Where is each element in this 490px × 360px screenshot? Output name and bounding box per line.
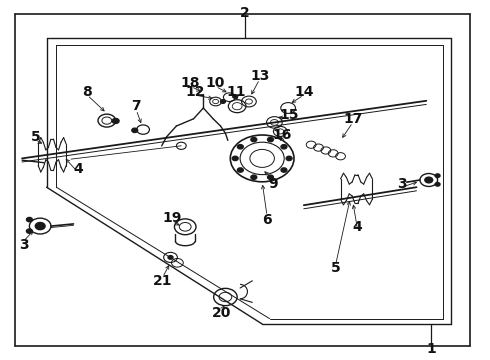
Circle shape bbox=[268, 138, 273, 142]
Circle shape bbox=[251, 138, 257, 142]
Text: 12: 12 bbox=[185, 85, 205, 99]
Text: 5: 5 bbox=[331, 261, 341, 275]
Circle shape bbox=[168, 256, 173, 259]
Circle shape bbox=[268, 175, 273, 179]
Text: 19: 19 bbox=[163, 211, 182, 225]
Circle shape bbox=[435, 183, 440, 186]
Circle shape bbox=[281, 145, 287, 149]
Circle shape bbox=[281, 168, 287, 172]
Text: 21: 21 bbox=[153, 274, 172, 288]
Circle shape bbox=[238, 145, 244, 149]
Circle shape bbox=[232, 156, 238, 161]
Text: 14: 14 bbox=[294, 85, 314, 99]
Text: 20: 20 bbox=[212, 306, 232, 320]
Circle shape bbox=[220, 100, 225, 103]
Circle shape bbox=[238, 168, 244, 172]
Text: 11: 11 bbox=[226, 85, 246, 99]
Text: 15: 15 bbox=[279, 108, 299, 122]
Circle shape bbox=[425, 177, 433, 183]
Circle shape bbox=[233, 95, 238, 98]
Text: 3: 3 bbox=[19, 238, 28, 252]
Circle shape bbox=[112, 118, 119, 123]
Text: 17: 17 bbox=[343, 112, 363, 126]
Text: 2: 2 bbox=[240, 6, 250, 19]
Text: 3: 3 bbox=[397, 177, 407, 190]
Text: 8: 8 bbox=[82, 85, 92, 99]
Text: 7: 7 bbox=[131, 99, 141, 113]
Text: 9: 9 bbox=[269, 177, 278, 190]
Text: 4: 4 bbox=[74, 162, 83, 176]
Circle shape bbox=[35, 222, 45, 230]
Circle shape bbox=[435, 174, 440, 177]
Text: 18: 18 bbox=[180, 76, 200, 90]
Text: 4: 4 bbox=[353, 220, 363, 234]
Text: 1: 1 bbox=[426, 342, 436, 356]
Circle shape bbox=[26, 217, 32, 222]
Text: 10: 10 bbox=[206, 76, 225, 90]
Circle shape bbox=[132, 128, 138, 132]
Circle shape bbox=[251, 175, 257, 179]
Text: 6: 6 bbox=[262, 213, 272, 226]
Text: 5: 5 bbox=[30, 130, 40, 144]
Text: 16: 16 bbox=[272, 128, 292, 142]
Circle shape bbox=[286, 156, 292, 161]
Circle shape bbox=[26, 229, 32, 233]
Text: 13: 13 bbox=[250, 69, 270, 82]
